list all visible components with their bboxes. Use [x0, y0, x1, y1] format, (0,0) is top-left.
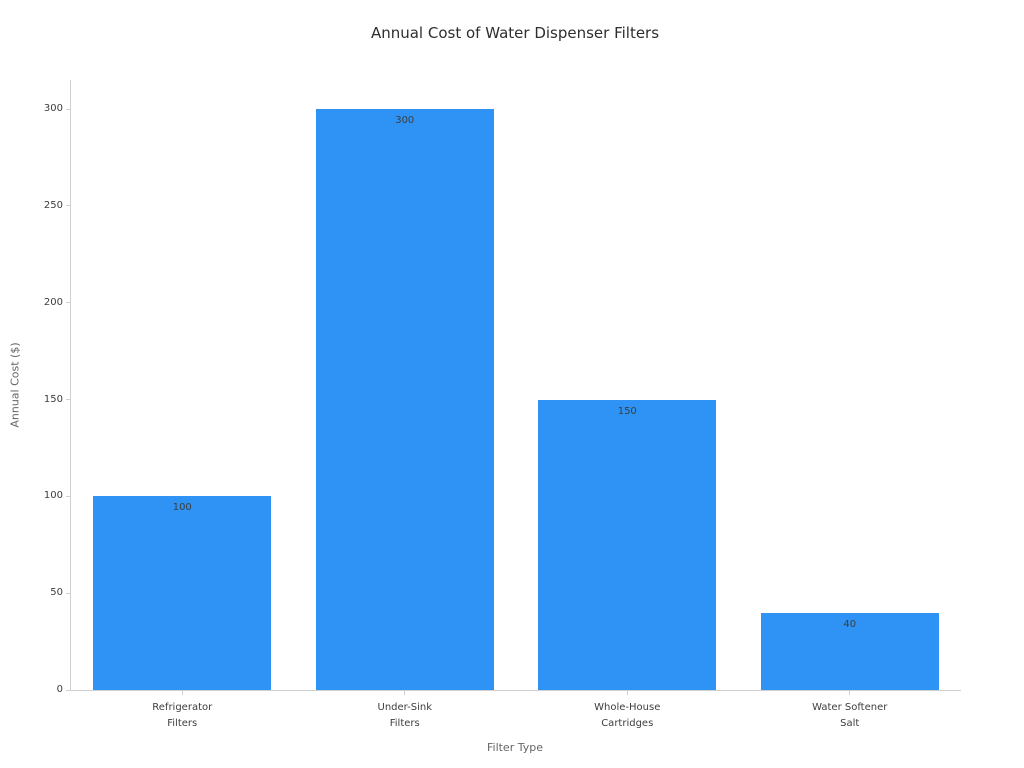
bar [538, 400, 717, 690]
y-tick-mark [66, 689, 70, 691]
bar-value-label: 300 [395, 115, 415, 126]
y-tick-label: 0 [56, 684, 63, 695]
x-tick-label: Whole-House Cartridges [594, 702, 661, 729]
bar-value-label: 40 [843, 619, 857, 630]
y-tick-label: 250 [43, 199, 63, 211]
y-tick-label: 50 [50, 587, 63, 599]
bar-value-label: 150 [617, 406, 637, 417]
y-tick-mark [66, 302, 70, 304]
x-tick-label: Under-Sink Filters [377, 702, 433, 729]
x-tick-label: Refrigerator Filters [152, 702, 213, 729]
bar [760, 613, 939, 690]
y-tick-mark [66, 592, 70, 594]
x-tick-mark [181, 691, 183, 695]
chart-title: Annual Cost of Water Dispenser Filters [370, 24, 660, 42]
y-tick-mark [66, 495, 70, 497]
y-tick-label: 200 [43, 296, 63, 308]
plot-area: 0 50 100 150 200 250 300 100 Refrigerator Filter… [44, 80, 961, 729]
x-tick-mark [626, 691, 628, 695]
x-tick-label: Water Softener Salt [812, 702, 888, 729]
y-tick-label: 300 [43, 103, 63, 115]
x-tick-mark [849, 691, 851, 695]
x-tick-mark [404, 691, 406, 695]
bar [93, 496, 272, 690]
y-axis-label: Annual Cost ($) [8, 342, 22, 428]
y-tick-mark [66, 399, 70, 401]
bar [315, 109, 494, 690]
y-tick-mark [66, 205, 70, 207]
bar-value-label: 100 [172, 502, 192, 513]
x-axis-label: Filter Type [486, 741, 543, 754]
y-tick-label: 150 [43, 393, 63, 405]
y-tick-label: 100 [43, 490, 63, 502]
y-tick-mark [66, 108, 70, 110]
